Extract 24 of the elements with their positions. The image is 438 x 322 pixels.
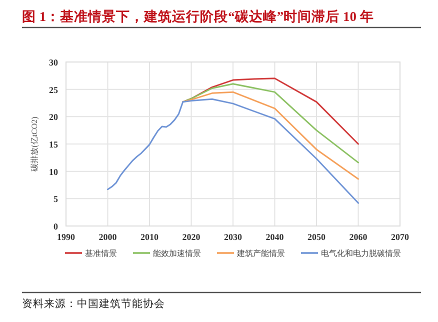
y-tick-label: 15 <box>49 140 58 150</box>
y-tick-label: 20 <box>49 112 58 122</box>
x-tick-label: 2050 <box>308 232 326 242</box>
y-axis-title: 碳排放(亿tCO2) <box>30 116 39 172</box>
plot: 1990 2000 2010 2020 2030 2040 2050 2060 2070 0 5 10 15 20 25 30 碳排放(亿tCO2) <box>30 58 409 242</box>
x-tick-label: 2020 <box>182 232 201 242</box>
y-tick-label: 30 <box>49 58 58 68</box>
x-tick-label: 1990 <box>57 232 76 242</box>
x-tick-label: 2040 <box>266 232 284 242</box>
legend-label: 电气化和电力脱碳情景 <box>321 249 401 258</box>
y-tick-label: 5 <box>54 194 58 204</box>
y-tick-label: 25 <box>49 84 58 95</box>
legend-label: 能效加速情景 <box>153 249 201 258</box>
x-tick-label: 2000 <box>98 232 118 242</box>
y-tick-label: 10 <box>49 166 58 177</box>
legend-label: 基准情景 <box>85 249 117 258</box>
x-tick-label: 2010 <box>140 232 159 242</box>
annotation: 资料来源：中国建筑节能协会 <box>22 299 165 310</box>
y-tick-label: 0 <box>54 222 58 232</box>
legend-label: 建筑产能情景 <box>236 249 285 258</box>
x-tick-label: 2030 <box>224 232 242 242</box>
x-tick-label: 2070 <box>391 232 410 242</box>
title: 图 1：基准情景下，建筑运行阶段“碳达峰”时间滞后 10 年 <box>22 9 374 24</box>
x-tick-label: 2060 <box>349 232 368 242</box>
